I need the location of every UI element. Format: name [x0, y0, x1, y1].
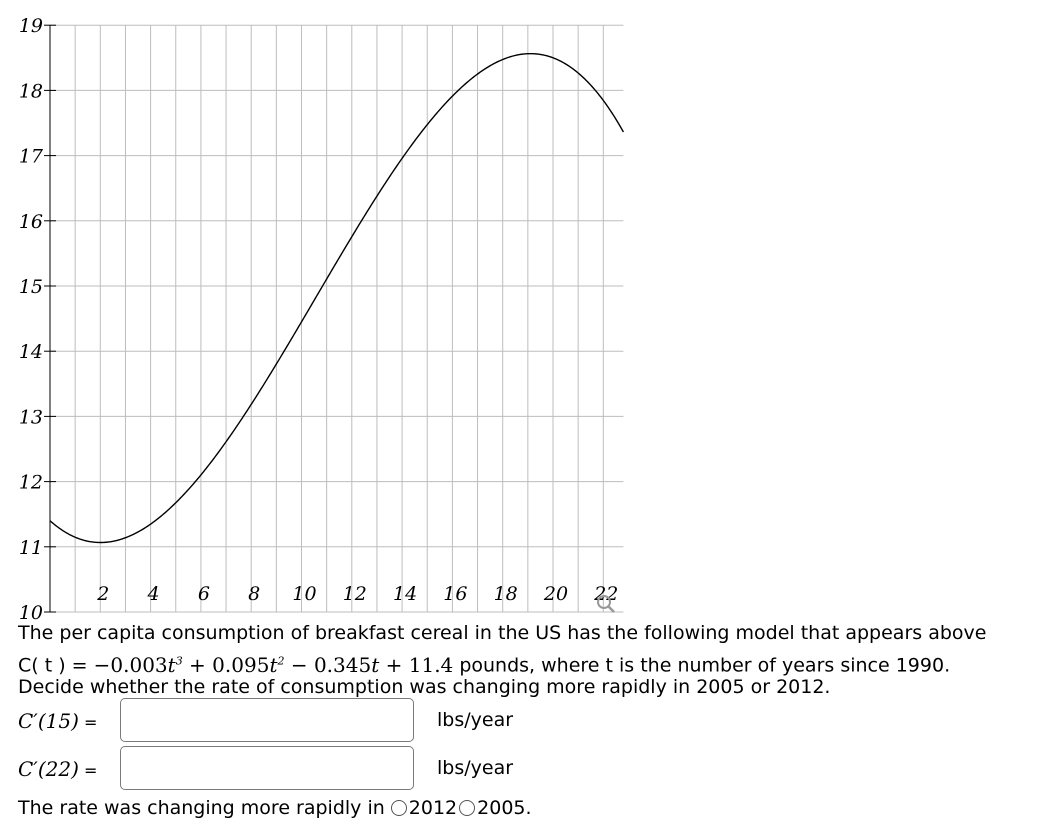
q1-unit: lbs/year	[437, 709, 514, 731]
q1-label: C′(15) =	[18, 709, 98, 733]
q2-label: C′(22) =	[18, 757, 98, 781]
model-suffix: pounds, where t is the number of years s…	[453, 654, 951, 677]
y-tick-label: 12	[19, 472, 43, 494]
x-tick-label: 10	[292, 583, 316, 605]
radio-2005[interactable]	[459, 800, 476, 816]
option-2012-label: 2012	[408, 797, 458, 819]
y-tick-label: 16	[19, 211, 43, 233]
x-tick-label: 12	[343, 583, 367, 605]
grid-lines	[50, 24, 624, 613]
radio-2012[interactable]	[390, 800, 407, 816]
x-tick-label: 2	[96, 583, 109, 605]
x-tick-label: 18	[494, 583, 518, 605]
y-tick-label: 14	[19, 341, 43, 363]
x-tick-label: 8	[248, 583, 260, 605]
model-prefix: C( t ) =	[18, 654, 94, 677]
function-curve	[49, 52, 625, 544]
x-tick-label: 22	[593, 583, 618, 605]
y-tick-label: 17	[19, 146, 44, 168]
axes	[44, 24, 56, 613]
x-tick-label: 14	[393, 583, 417, 605]
x-tick-label: 16	[443, 583, 467, 605]
model-line: C( t ) = −0.003t3 + 0.095t2 − 0.345t + 1…	[18, 648, 950, 679]
q2-unit: lbs/year	[437, 757, 514, 779]
c-prime-22-input[interactable]	[120, 746, 414, 790]
y-tick-label: 11	[19, 537, 43, 559]
y-tick-label: 18	[19, 80, 43, 102]
option-2005-label: 2005.	[477, 797, 532, 819]
instruction-text: Decide whether the rate of consumption w…	[18, 676, 831, 698]
y-tick-label: 15	[19, 276, 43, 298]
problem-intro: The per capita consumption of breakfast …	[18, 622, 987, 644]
y-tick-label: 13	[19, 406, 43, 428]
x-tick-labels: 2 4 6 8 10 12 14 16 18 20 22	[96, 583, 618, 605]
x-tick-label: 4	[147, 583, 160, 605]
x-tick-label: 20	[543, 583, 568, 605]
magnifier-icon[interactable]	[597, 595, 615, 613]
x-tick-label: 6	[198, 583, 210, 605]
y-tick-labels: 10 11 12 13 14 15 16 17 18 19	[19, 15, 44, 620]
choice-line: The rate was changing more rapidly in 201…	[18, 795, 532, 821]
y-tick-label: 10	[19, 602, 43, 620]
y-tick-label: 19	[19, 15, 43, 37]
choice-prompt: The rate was changing more rapidly in	[18, 797, 385, 819]
c-prime-15-input[interactable]	[120, 698, 414, 742]
function-graph: 2 4 6 8 10 12 14 16 18 20 22 10 11 12 13 14 15 16 17 18 19	[19, 15, 625, 620]
model-formula: −0.003t3 + 0.095t2 − 0.345t + 11.4	[93, 652, 454, 677]
